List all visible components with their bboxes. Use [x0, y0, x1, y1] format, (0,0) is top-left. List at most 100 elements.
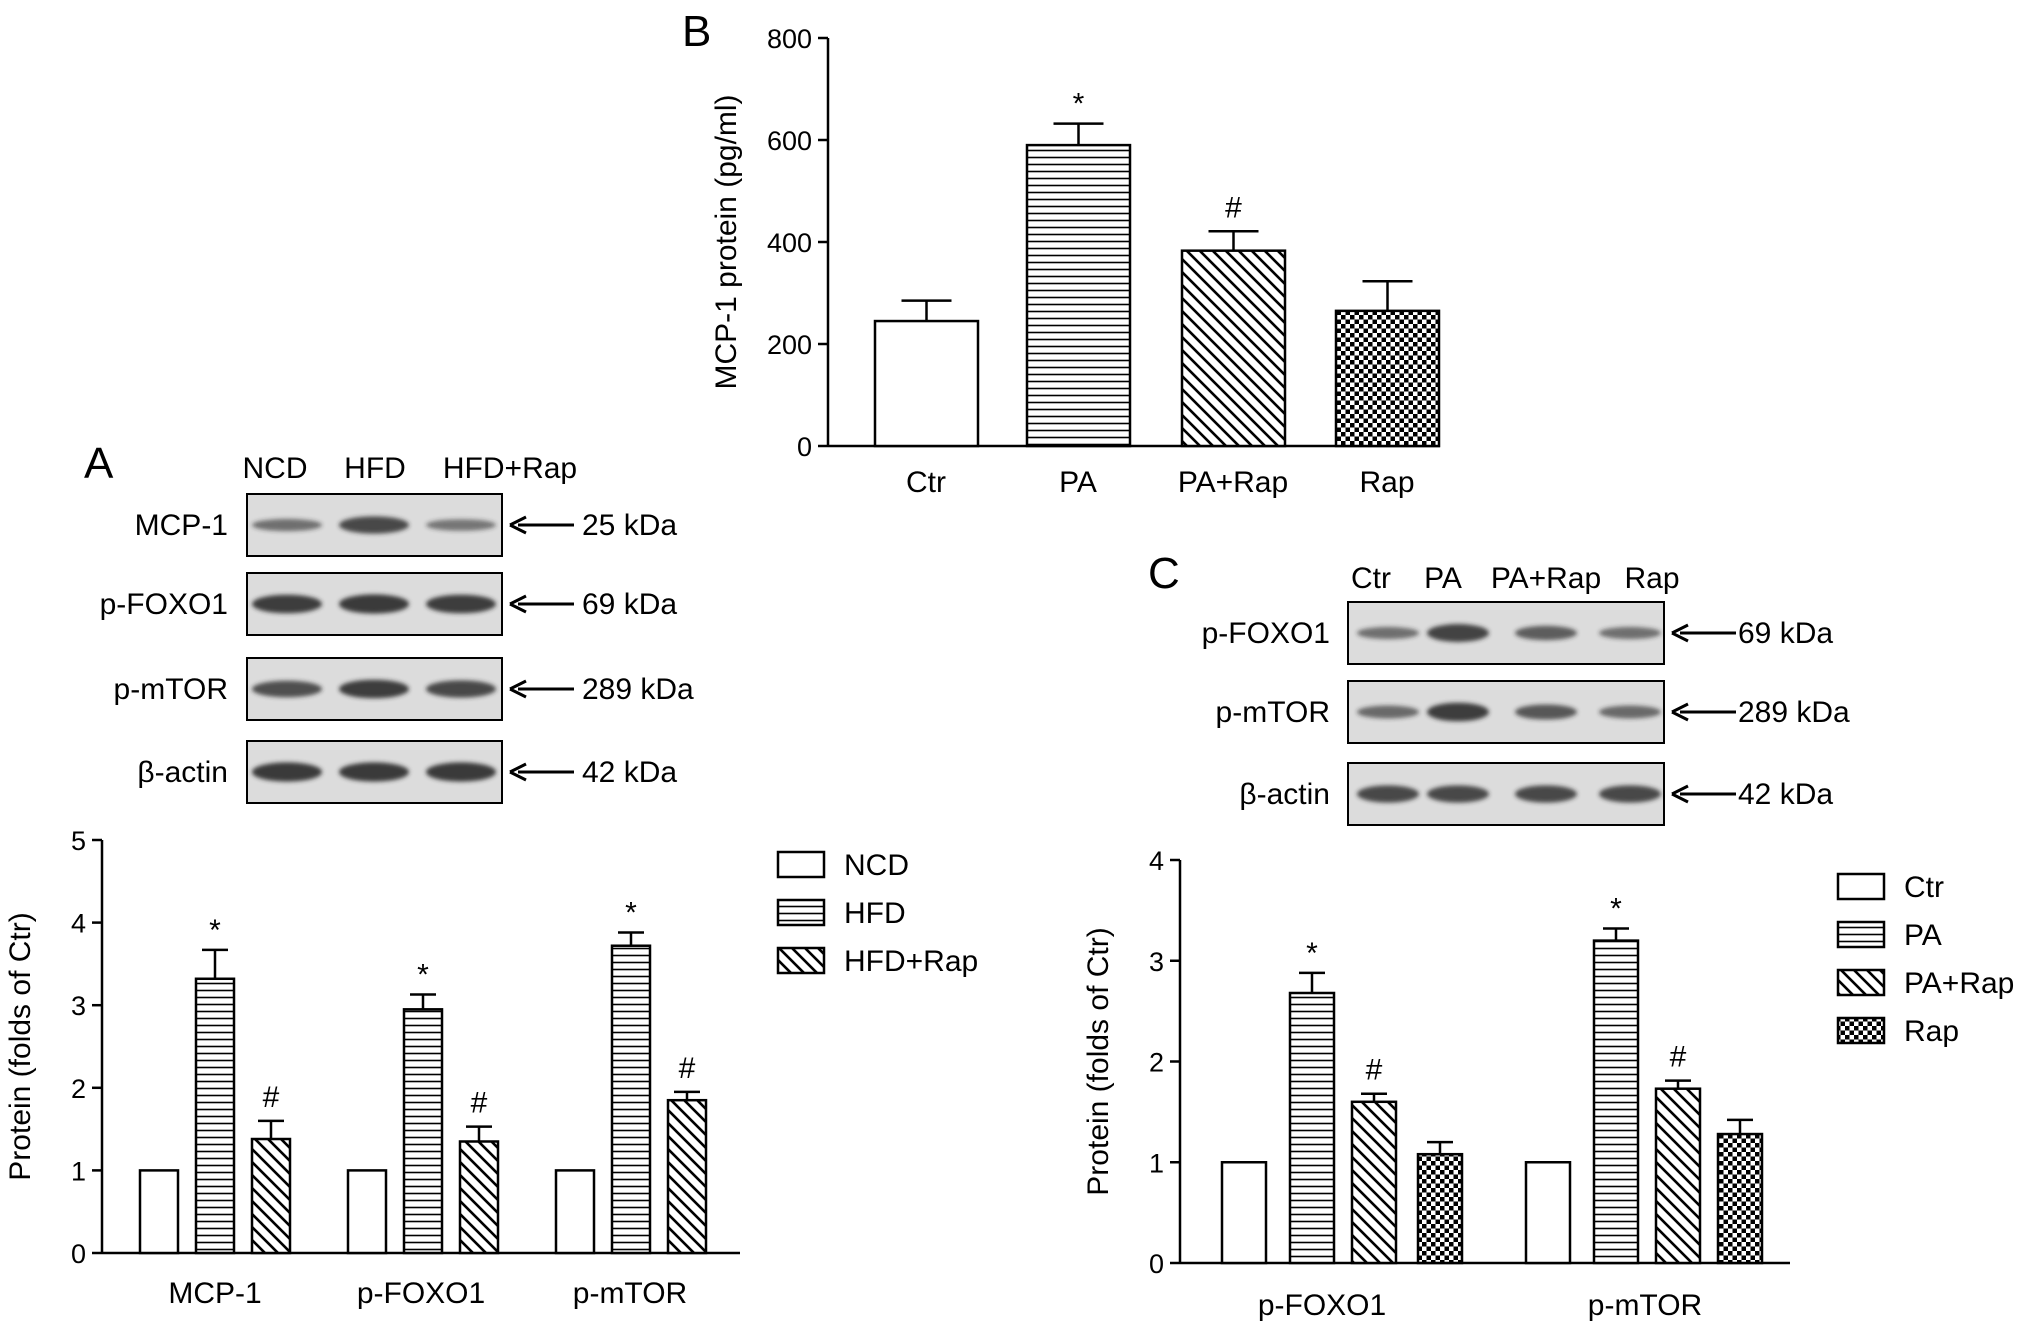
- legend-label: HFD: [844, 897, 906, 930]
- legend-item-ncd: NCD: [776, 849, 909, 882]
- y-axis-label: Protein (folds of Ctr): [1082, 927, 1115, 1195]
- y-tick-label: 0: [797, 432, 812, 462]
- blot-row-p-foxo1: p-FOXO1 69 kDa: [1202, 601, 1833, 665]
- legend-item-hfd: HFD: [776, 897, 906, 930]
- legend-swatch: [776, 898, 826, 927]
- blot-band-pa-rap: [1515, 625, 1577, 641]
- x-tick-label-mcp-1: MCP-1: [168, 1277, 261, 1310]
- blot-row-actin: β-actin 42 kDa: [137, 740, 677, 804]
- blot-band-ncd: [252, 594, 322, 614]
- blot-band-pa: [1427, 785, 1489, 803]
- blot-row-mcp-1: MCP-1 25 kDa: [135, 493, 677, 557]
- panel-letter-a: A: [84, 439, 114, 488]
- lane-label-ctr: Ctr: [1351, 562, 1391, 595]
- bar-pa-p-mtor: [1592, 939, 1640, 1265]
- blot-row-label: p-FOXO1: [100, 588, 228, 621]
- legend-item-pa: PA: [1836, 919, 1942, 952]
- legend-item-hfd-rap: HFD+Rap: [776, 945, 978, 978]
- bar-chart-a: 0 1 2 3 4 5 Protein (folds of Ctr) * # MCP-1 * # p-F…: [4, 826, 978, 1310]
- y-tick-label: 0: [1149, 1249, 1164, 1279]
- molecular-weight-label: 289 kDa: [1738, 696, 1850, 729]
- arrow-icon: [509, 762, 574, 782]
- bar-chart-c: 0 1 2 3 4 Protein (folds of Ctr) * # p-FOXO1 * # p-…: [1082, 846, 2014, 1322]
- bar-hfd-mcp-1: [194, 977, 236, 1255]
- molecular-weight-label: 42 kDa: [1738, 778, 1833, 811]
- significance-mark: *: [625, 897, 637, 930]
- x-tick-label-p-mtor: p-mTOR: [573, 1277, 687, 1310]
- x-tick-label-p-mtor: p-mTOR: [1588, 1289, 1702, 1322]
- blot-band-ctr: [1357, 705, 1419, 719]
- y-tick-label: 1: [1149, 1148, 1164, 1178]
- legend-swatch: [1836, 872, 1886, 901]
- molecular-weight-label: 69 kDa: [1738, 617, 1833, 650]
- y-tick-label: 2: [1149, 1048, 1164, 1078]
- significance-mark: #: [471, 1087, 488, 1120]
- blot-band-rap: [1599, 705, 1661, 719]
- blot-band-hfd: [339, 679, 409, 699]
- lane-label-rap: Rap: [1624, 562, 1679, 595]
- y-tick-label: 0: [71, 1239, 86, 1269]
- significance-mark: *: [1073, 88, 1085, 121]
- blot-row-label: β-actin: [1239, 778, 1330, 811]
- blot-row-label: p-mTOR: [114, 673, 228, 706]
- y-tick-label: 400: [767, 228, 812, 258]
- bar-hfd-rap-p-mtor: [666, 1098, 708, 1255]
- significance-mark: #: [679, 1052, 696, 1085]
- bar-pa-rap-p-foxo1: [1350, 1100, 1398, 1265]
- blot-band-ncd: [252, 680, 322, 698]
- bar-hfd-p-mtor: [610, 944, 652, 1255]
- panel-letter-c: C: [1148, 549, 1180, 598]
- legend-label: Rap: [1904, 1015, 1959, 1048]
- y-tick-label: 600: [767, 126, 812, 156]
- legend-swatch: [1836, 920, 1886, 949]
- western-blot-a: NCD HFD HFD+Rap MCP-1 25 kDa p-FOXO1 69 kDa p-m…: [100, 452, 694, 804]
- y-tick-label: 3: [71, 991, 86, 1021]
- bar-rap: [1334, 309, 1441, 448]
- legend-swatch: [776, 850, 826, 879]
- western-blot-c: Ctr PA PA+Rap Rap p-FOXO1 69 kDa p-mTOR 289 kDa…: [1202, 562, 1850, 826]
- arrow-icon: [1671, 702, 1736, 722]
- lane-label-hfd-rap: HFD+Rap: [443, 452, 577, 485]
- legend-label: NCD: [844, 849, 909, 882]
- arrow-icon: [509, 515, 574, 535]
- x-tick-label-pa: PA: [1059, 466, 1097, 499]
- y-axis-label: Protein (folds of Ctr): [4, 912, 37, 1180]
- legend-swatch: [1836, 968, 1886, 997]
- y-tick-label: 4: [1149, 846, 1164, 876]
- y-tick-label: 2: [71, 1074, 86, 1104]
- legend-swatch: [1836, 1016, 1886, 1045]
- x-tick-label-pa-rap: PA+Rap: [1178, 466, 1288, 499]
- molecular-weight-label: 25 kDa: [582, 509, 677, 542]
- blot-row-label: β-actin: [137, 756, 228, 789]
- blot-band-rap: [1599, 626, 1661, 640]
- blot-band-pa: [1427, 624, 1489, 642]
- bar-pa: [1025, 143, 1132, 448]
- significance-mark: #: [263, 1081, 280, 1114]
- x-tick-label-p-foxo1: p-FOXO1: [1258, 1289, 1386, 1322]
- arrow-icon: [1671, 623, 1736, 643]
- legend-label: HFD+Rap: [844, 945, 978, 978]
- blot-band-pa-rap: [1515, 785, 1577, 803]
- blot-band-hfd: [339, 594, 409, 614]
- y-tick-label: 3: [1149, 947, 1164, 977]
- molecular-weight-label: 42 kDa: [582, 756, 677, 789]
- bar-rap-p-foxo1: [1416, 1152, 1464, 1265]
- y-tick-label: 200: [767, 330, 812, 360]
- blot-band-hfd-rap: [426, 519, 496, 531]
- blot-band-rap: [1599, 785, 1661, 803]
- lane-label-pa-rap: PA+Rap: [1491, 562, 1601, 595]
- legend: NCD HFD HFD+Rap: [776, 849, 978, 978]
- blot-band-hfd: [339, 762, 409, 782]
- y-axis-label: MCP-1 protein (pg/ml): [710, 94, 743, 389]
- bar-ctr: [873, 319, 980, 448]
- blot-row-actin: β-actin 42 kDa: [1239, 762, 1833, 826]
- bar-ctr-p-mtor: [1524, 1161, 1572, 1265]
- legend-item-rap: Rap: [1836, 1015, 1959, 1048]
- bar-rap-p-mtor: [1716, 1132, 1764, 1265]
- bar-ncd-mcp-1: [138, 1169, 180, 1255]
- blot-band-ctr: [1357, 626, 1419, 640]
- blot-band-hfd-rap: [426, 680, 496, 698]
- blot-row-label: p-mTOR: [1216, 696, 1330, 729]
- molecular-weight-label: 289 kDa: [582, 673, 694, 706]
